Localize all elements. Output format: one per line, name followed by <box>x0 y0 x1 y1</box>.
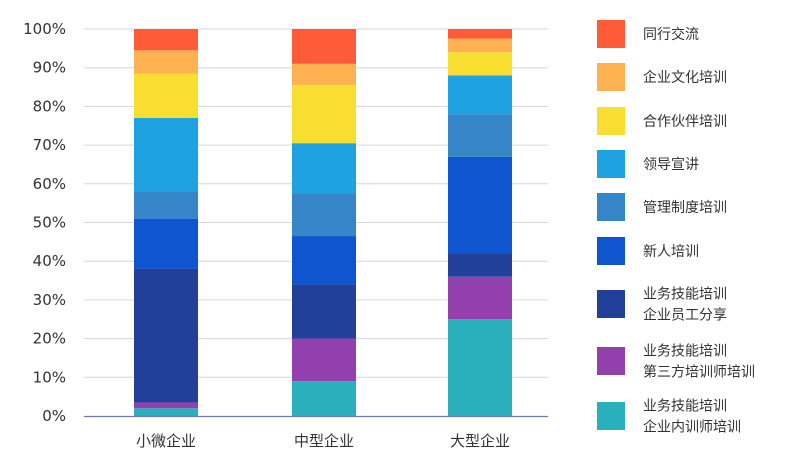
y-tick-label: 30% <box>33 291 66 309</box>
legend-label: 合作伙伴培训 <box>643 114 727 130</box>
bar-segment <box>448 156 512 254</box>
bar-segment <box>448 319 512 416</box>
legend-swatch <box>597 193 625 221</box>
bar-segment <box>292 63 356 86</box>
bar-segment <box>292 338 356 382</box>
legend-swatch <box>597 237 625 265</box>
bar-segment <box>292 381 356 416</box>
y-tick-label: 40% <box>33 252 66 270</box>
bar-segment <box>292 143 356 194</box>
bar-segment <box>134 402 198 409</box>
y-tick-label: 80% <box>33 97 66 115</box>
legend-swatch <box>597 63 625 91</box>
bar-segment <box>134 191 198 219</box>
legend-swatch <box>597 290 625 318</box>
y-tick-label: 100% <box>23 20 66 38</box>
bar-segment <box>134 268 198 403</box>
bar-segment <box>292 236 356 285</box>
legend-swatch <box>597 20 625 48</box>
bar-segment <box>448 276 512 320</box>
y-axis: 0% 10% 20% 30% 40% 50% 60% 70% 80% 90% 100% <box>23 20 66 425</box>
x-tick-label: 大型企业 <box>450 432 510 450</box>
legend-label: 领导宣讲 <box>643 157 699 173</box>
bar-segment <box>448 52 512 76</box>
legend-label: 业务技能培训企业内训师培训 <box>643 399 741 436</box>
legend-swatch <box>597 347 625 375</box>
y-tick-label: 50% <box>33 214 66 232</box>
bar-segment <box>448 75 512 115</box>
legend: 同行交流企业文化培训合作伙伴培训领导宣讲管理制度培训新人培训业务技能培训企业员工… <box>597 20 755 436</box>
legend-label: 业务技能培训企业员工分享 <box>643 287 727 324</box>
y-tick-label: 60% <box>33 175 66 193</box>
y-tick-label: 90% <box>33 59 66 77</box>
bar-segment <box>292 85 356 144</box>
x-tick-label: 中型企业 <box>294 432 354 450</box>
legend-label: 新人培训 <box>643 244 699 260</box>
legend-label: 企业文化培训 <box>643 69 727 86</box>
bar-segment <box>134 50 198 74</box>
legend-label: 管理制度培训 <box>643 200 727 216</box>
bar-segment <box>448 253 512 277</box>
bar-segment <box>448 38 512 53</box>
legend-swatch <box>597 150 625 178</box>
bar-segment <box>448 114 512 157</box>
bar-segment <box>134 29 198 51</box>
bar-segment <box>134 118 198 192</box>
bar-segment <box>292 284 356 339</box>
bar-segment <box>448 29 512 39</box>
bar-segment <box>134 218 198 269</box>
bars <box>134 29 512 416</box>
y-tick-label: 0% <box>42 407 66 425</box>
legend-swatch <box>597 107 625 135</box>
legend-swatch <box>597 402 625 430</box>
bar-segment <box>292 29 356 64</box>
bar-segment <box>292 193 356 237</box>
bar-segment <box>134 73 198 119</box>
bar-segment <box>134 408 198 416</box>
x-axis: 小微企业 中型企业 大型企业 <box>84 415 548 450</box>
x-tick-label: 小微企业 <box>136 432 196 450</box>
legend-label: 同行交流 <box>643 26 699 43</box>
legend-label: 业务技能培训第三方培训师培训 <box>643 344 755 381</box>
y-tick-label: 70% <box>33 136 66 154</box>
y-tick-label: 10% <box>33 368 66 386</box>
y-tick-label: 20% <box>33 330 66 348</box>
